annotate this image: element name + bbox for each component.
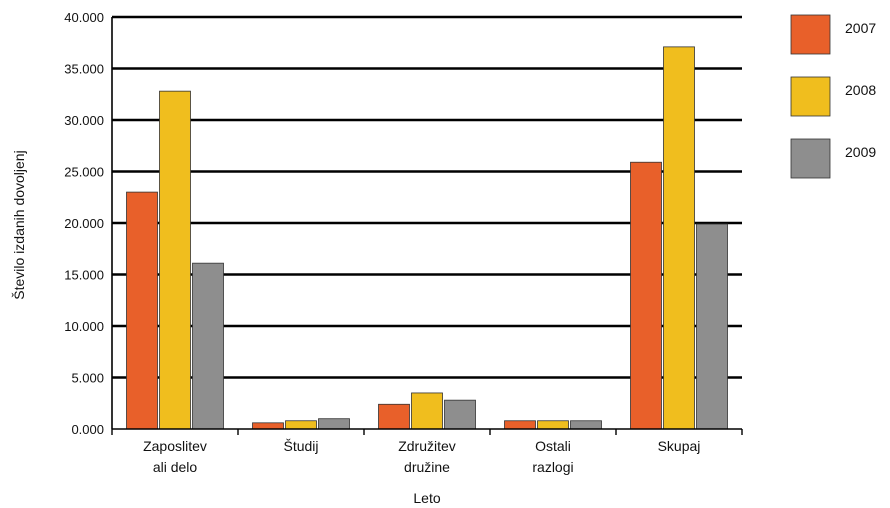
y-tick-labels: 0.000 5.000 10.000 15.000 20.000 25.000 30.000…	[64, 10, 104, 437]
y-tick-label: 30.000	[64, 113, 104, 128]
legend-label: 2009	[845, 144, 876, 160]
bar-2009	[696, 223, 728, 430]
y-tick-label: 15.000	[64, 268, 104, 283]
x-category-labels: Zaposlitev ali delo Študij Združitev družine…	[143, 438, 700, 475]
y-tick-label: 25.000	[64, 165, 104, 180]
x-category-label: razlogi	[532, 459, 573, 475]
y-tick-label: 10.000	[64, 319, 104, 334]
bar-2007	[126, 191, 158, 430]
legend: 2007 2008 2009	[790, 14, 876, 179]
legend-swatch-2007	[790, 14, 831, 55]
bar-2007	[252, 422, 284, 430]
bar-2009	[318, 418, 350, 430]
bars	[126, 46, 728, 430]
bar-2009	[570, 420, 602, 430]
y-tick-label: 20.000	[64, 216, 104, 231]
x-category-label: Študij	[283, 438, 318, 454]
bar-2008	[159, 90, 191, 430]
legend-label: 2008	[845, 82, 876, 98]
bar-2007	[378, 403, 410, 430]
x-category-label: družine	[404, 459, 450, 475]
y-tick-label: 5.000	[71, 371, 104, 386]
y-tick-label: 40.000	[64, 10, 104, 25]
x-category-label: Ostali	[535, 438, 571, 454]
y-tick-label: 0.000	[71, 422, 104, 437]
x-category-label: Združitev	[398, 438, 456, 454]
x-category-label: ali delo	[153, 459, 198, 475]
x-category-label: Skupaj	[658, 438, 701, 454]
axes	[111, 17, 743, 435]
bar-2008	[663, 46, 695, 430]
y-tick-label: 35.000	[64, 62, 104, 77]
legend-swatch-2009	[790, 138, 831, 179]
bar-2007	[630, 161, 662, 430]
bar-2008	[285, 420, 317, 430]
bar-2007	[504, 420, 536, 430]
bar-2009	[192, 262, 224, 430]
y-axis-title: Število izdanih dovoljenj	[11, 150, 27, 299]
legend-label: 2007	[845, 20, 876, 36]
legend-swatch-2008	[790, 76, 831, 117]
x-category-label: Zaposlitev	[143, 438, 207, 454]
bar-2009	[444, 399, 476, 430]
x-axis-title: Leto	[413, 490, 440, 506]
bar-2008	[537, 420, 569, 430]
bar-2008	[411, 392, 443, 430]
